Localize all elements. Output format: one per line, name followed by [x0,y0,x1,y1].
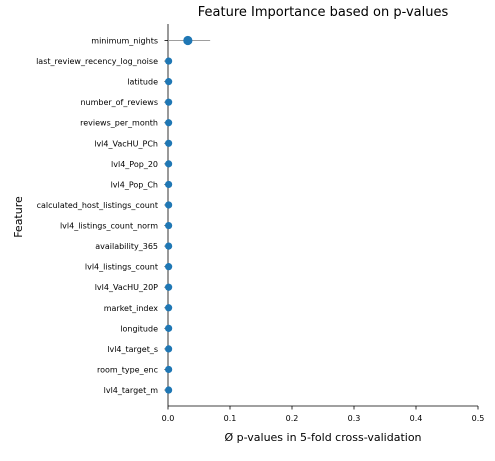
category-label: lvl4_listings_count [85,263,158,272]
data-point [183,35,193,46]
category-label: last_review_recency_log_noise [36,57,158,66]
x-tick-label: 0.1 [224,414,237,423]
data-point [165,283,173,291]
x-tick-label: 0.4 [410,414,423,423]
x-axis-label: Ø p-values in 5-fold cross-validation [224,431,421,444]
data-point [165,98,173,106]
data-point [165,345,173,353]
chart-title: Feature Importance based on p-values [198,5,449,20]
data-point [165,324,173,332]
category-label: lvl4_Pop_Ch [111,180,158,189]
category-label: lvl4_Pop_20 [111,160,158,169]
data-point [165,78,173,86]
category-label: reviews_per_month [80,119,158,128]
data-point [165,221,173,230]
data-point [165,160,173,168]
y-axis-label: Feature [12,196,25,238]
category-label: number_of_reviews [80,98,158,107]
data-point [165,57,173,65]
x-tick-label: 0.2 [286,414,299,423]
category-label: calculated_host_listings_count [37,201,158,210]
category-label: longitude [120,324,158,333]
data-point [165,386,173,394]
category-label: lvl4_VacHU_PCh [94,139,158,148]
data-point [165,365,173,374]
y-categories: minimum_nights last_review_recency_log_no… [36,37,168,395]
category-label: minimum_nights [91,37,158,46]
data-point [165,201,173,209]
data-point [165,139,173,147]
category-label: availability_365 [95,242,158,251]
x-tick-label: 0.5 [472,414,485,423]
x-ticks: 0.0 0.1 0.2 0.3 0.4 0.5 [162,406,485,423]
category-label: lvl4_VacHU_20P [95,283,158,292]
category-label: latitude [127,78,158,87]
category-label: market_index [104,304,159,313]
category-label: lvl4_target_s [107,345,158,354]
category-label: lvl4_target_m [104,386,159,395]
data-point [165,304,173,312]
category-label: lvl4_listings_count_norm [60,222,158,231]
category-label: room_type_enc [97,365,158,374]
x-tick-label: 0.3 [348,414,361,423]
data-point [165,263,173,271]
axes [167,24,478,407]
x-tick-label: 0.0 [162,414,175,423]
data-marks [165,35,211,394]
data-point [165,242,173,250]
data-point [165,119,173,127]
data-point [165,180,173,189]
